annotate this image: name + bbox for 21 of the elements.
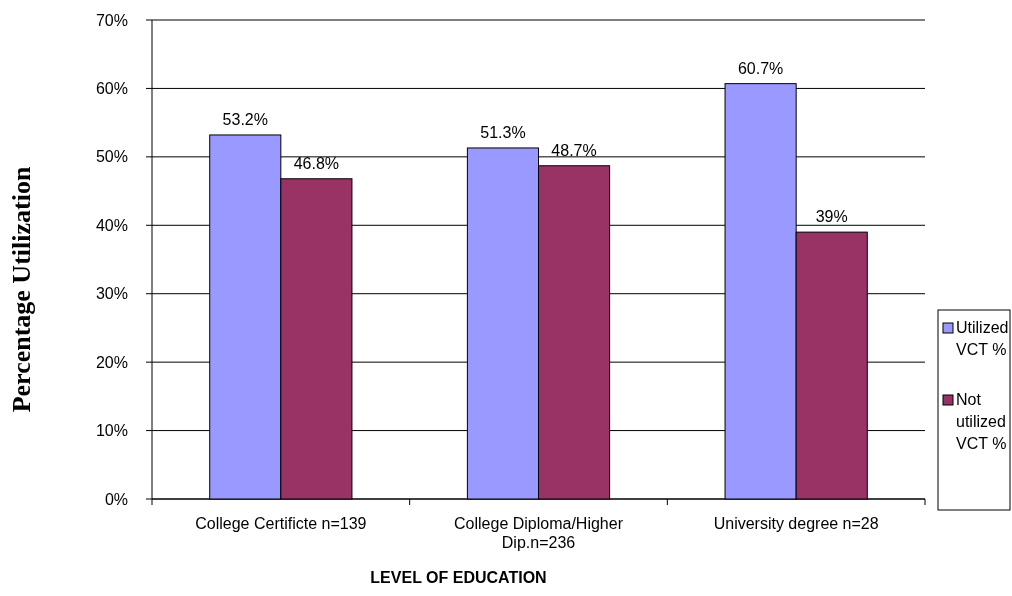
y-tick-label: 70%	[95, 11, 128, 29]
x-tick-label: University degree n=28	[713, 515, 879, 532]
y-tick-label: 50%	[95, 148, 128, 166]
y-tick-label: 40%	[95, 216, 128, 234]
y-axis-title: Percentage Utilization	[7, 166, 36, 413]
legend-label: Utilized VCT %	[956, 318, 1009, 358]
y-tick-label: 20%	[95, 353, 128, 371]
legend-label: Not utilized VCT %	[956, 390, 1007, 452]
x-tick-label: College Certificte n=139	[195, 515, 367, 532]
x-axis-title: LEVEL OF EDUCATION	[370, 569, 547, 586]
x-tick-label: College Diploma/Higher Dip.n=236	[454, 515, 624, 551]
data-label: 46.8%	[293, 154, 340, 172]
y-tick-label: 10%	[95, 422, 128, 440]
data-label: 51.3%	[480, 123, 526, 141]
y-tick-label: 60%	[95, 80, 128, 98]
data-label: 60.7%	[737, 59, 784, 77]
data-label: 53.2%	[222, 110, 268, 128]
y-tick-label: 30%	[95, 285, 128, 303]
data-label: 48.7%	[551, 141, 597, 159]
data-label: 39%	[815, 208, 848, 226]
y-tick-label: 0%	[104, 490, 128, 508]
